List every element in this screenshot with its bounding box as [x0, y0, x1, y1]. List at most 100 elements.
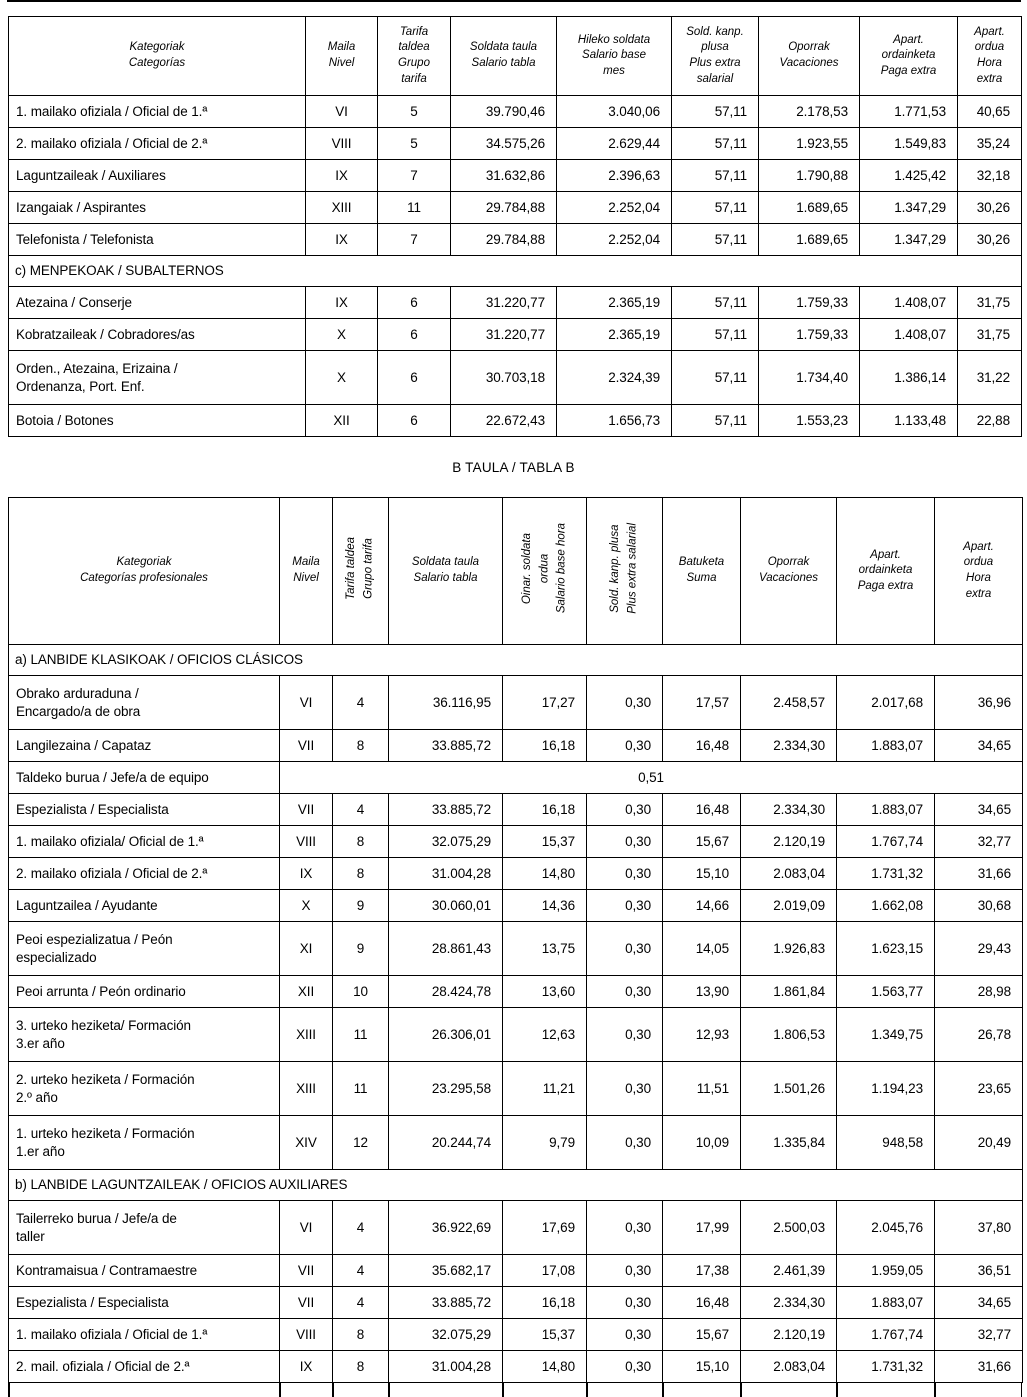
tariff-group-cell: 6	[377, 404, 451, 437]
value-cell: 1.549,83	[859, 127, 958, 160]
category-cell: Orden., Atezaina, Erizaina / Ordenanza, …	[8, 350, 306, 405]
category-cell: Peoi espezializatua / Peón especializado	[8, 921, 280, 976]
column-border-stub	[1020, 1383, 1022, 1397]
value-cell: 0,30	[586, 1286, 663, 1319]
value-cell: 31.220,77	[450, 318, 557, 351]
tariff-group-cell: 10	[332, 975, 389, 1008]
value-cell: 2.396,63	[556, 159, 672, 192]
tariff-group-cell: 5	[377, 127, 451, 160]
value-cell: 23.295,58	[388, 1061, 503, 1116]
table-row: Orden., Atezaina, Erizaina / Ordenanza, …	[8, 350, 1022, 405]
value-cell: 2.324,39	[556, 350, 672, 405]
column-border-stub	[502, 1383, 504, 1397]
value-cell: 2.120,19	[740, 1318, 837, 1351]
category-cell: 1. mailako ofiziala / Oficial de 1.ª	[8, 1318, 280, 1351]
level-cell: X	[305, 318, 378, 351]
value-cell: 1.386,14	[859, 350, 958, 405]
category-cell: 2. mailako ofiziala / Oficial de 2.ª	[8, 857, 280, 890]
table-row: 1. mailako ofiziala / Oficial de 1.ª VI 5 3…	[8, 95, 1022, 128]
level-cell: IX	[305, 159, 378, 192]
value-cell: 34,65	[934, 793, 1023, 826]
tariff-group-cell: 8	[332, 1350, 389, 1383]
table-row: Atezaina / Conserje IX 6 31.220,77 2.365,19 5…	[8, 286, 1022, 319]
value-cell: 22,88	[957, 404, 1022, 437]
level-cell: VIII	[279, 825, 333, 858]
value-cell: 35,24	[957, 127, 1022, 160]
value-cell: 36,51	[934, 1254, 1023, 1287]
column-header: Soldata taula Salario tabla	[388, 497, 503, 645]
value-cell: 2.083,04	[740, 857, 837, 890]
value-cell: 30.703,18	[450, 350, 557, 405]
column-header: Kategoriak Categorías	[8, 16, 306, 96]
value-cell: 36.116,95	[388, 675, 503, 730]
value-cell: 1.790,88	[758, 159, 860, 192]
value-cell: 31,75	[957, 318, 1022, 351]
value-cell: 31.004,28	[388, 1350, 503, 1383]
tariff-group-cell: 12	[332, 1115, 389, 1170]
value-cell: 14,36	[502, 889, 587, 922]
value-cell: 26,78	[934, 1007, 1023, 1062]
value-cell: 1.883,07	[836, 793, 935, 826]
value-cell: 2.334,30	[740, 793, 837, 826]
value-cell: 0,30	[586, 1061, 663, 1116]
tariff-group-cell: 9	[332, 921, 389, 976]
value-cell: 1.194,23	[836, 1061, 935, 1116]
section-header-row: b) LANBIDE LAGUNTZAILEAK / OFICIOS AUXIL…	[8, 1169, 1023, 1201]
value-cell: 11,21	[502, 1061, 587, 1116]
level-cell: VII	[279, 1254, 333, 1287]
section-header-row: a) LANBIDE KLASIKOAK / OFICIOS CLÁSICOS	[8, 644, 1023, 676]
category-cell: Peoi arrunta / Peón ordinario	[8, 975, 280, 1008]
value-cell: 1.883,07	[836, 729, 935, 762]
value-cell: 13,75	[502, 921, 587, 976]
level-cell: XII	[305, 404, 378, 437]
value-cell: 14,05	[662, 921, 741, 976]
value-cell: 2.045,76	[836, 1200, 935, 1255]
category-cell: Atezaina / Conserje	[8, 286, 306, 319]
value-cell: 1.861,84	[740, 975, 837, 1008]
value-cell: 16,18	[502, 793, 587, 826]
table-row: 2. urteko heziketa / Formación 2.º año XI…	[8, 1061, 1023, 1116]
table-row: 3. urteko heziketa/ Formación 3.er año XI…	[8, 1007, 1023, 1062]
level-cell: X	[279, 889, 333, 922]
value-cell: 12,93	[662, 1007, 741, 1062]
column-header: Apart. ordainketa Paga extra	[836, 497, 935, 645]
table-row: Langilezaina / Capataz VII 8 33.885,72 16,18…	[8, 729, 1023, 762]
tariff-group-cell: 7	[377, 223, 451, 256]
value-cell: 2.083,04	[740, 1350, 837, 1383]
value-cell: 1.883,07	[836, 1286, 935, 1319]
value-cell: 1.656,73	[556, 404, 672, 437]
table-row: 1. mailako ofiziala / Oficial de 1.ª VIII…	[8, 1318, 1023, 1351]
category-cell: 2. mailako ofiziala / Oficial de 2.ª	[8, 127, 306, 160]
category-cell: Izangaiak / Aspirantes	[8, 191, 306, 224]
value-cell: 2.458,57	[740, 675, 837, 730]
value-cell: 34,65	[934, 1286, 1023, 1319]
column-header: Soldata taula Salario tabla	[450, 16, 557, 96]
table-row: Espezialista / Especialista VII 4 33.885,72…	[8, 1286, 1023, 1319]
value-cell: 1.731,32	[836, 1350, 935, 1383]
table-row: Espezialista / Especialista VII 4 33.885,72…	[8, 793, 1023, 826]
value-cell: 17,99	[662, 1200, 741, 1255]
level-cell: VIII	[305, 127, 378, 160]
value-cell: 30,68	[934, 889, 1023, 922]
level-cell: XIV	[279, 1115, 333, 1170]
value-cell: 15,37	[502, 825, 587, 858]
value-cell: 32,77	[934, 1318, 1023, 1351]
value-cell: 17,38	[662, 1254, 741, 1287]
column-border-stub	[934, 1383, 936, 1397]
value-cell: 33.885,72	[388, 1286, 503, 1319]
merged-value-cell: 0,51	[279, 761, 1023, 794]
table-row: 2. mail. ofiziala / Oficial de 2.ª IX 8 31.…	[8, 1350, 1023, 1383]
category-cell: Langilezaina / Capataz	[8, 729, 280, 762]
column-header: Apart. ordainketa Paga extra	[859, 16, 958, 96]
value-cell: 1.563,77	[836, 975, 935, 1008]
column-header: Apart. ordua Hora extra	[957, 16, 1022, 96]
value-cell: 20,49	[934, 1115, 1023, 1170]
category-cell: Botoia / Botones	[8, 404, 306, 437]
category-cell: 1. mailako ofiziala / Oficial de 1.ª	[8, 95, 306, 128]
value-cell: 1.347,29	[859, 191, 958, 224]
section-header-row: c) MENPEKOAK / SUBALTERNOS	[8, 255, 1022, 287]
value-cell: 11,51	[662, 1061, 741, 1116]
value-cell: 2.500,03	[740, 1200, 837, 1255]
tariff-group-cell: 4	[332, 1200, 389, 1255]
